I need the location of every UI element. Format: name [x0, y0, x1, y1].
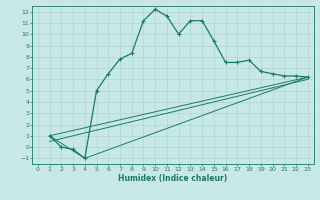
X-axis label: Humidex (Indice chaleur): Humidex (Indice chaleur)	[118, 174, 228, 183]
